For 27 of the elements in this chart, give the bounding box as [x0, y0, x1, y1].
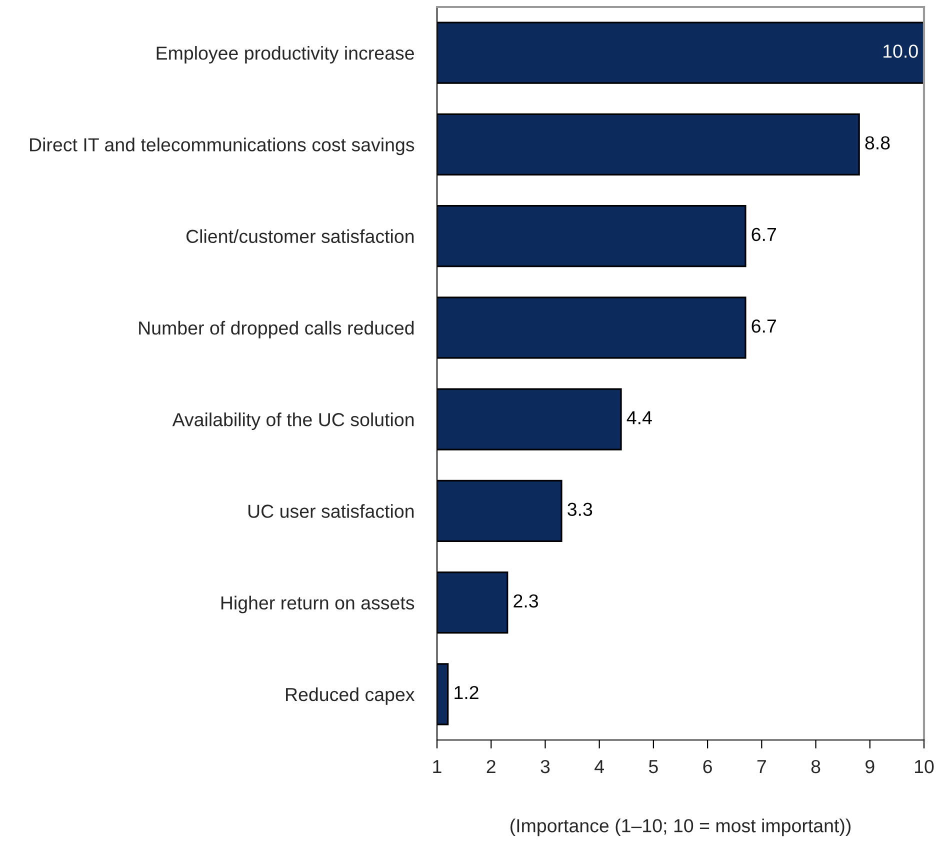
data-label: 4.4: [626, 411, 652, 424]
data-label: 2.3: [514, 594, 538, 608]
x-tick-label: 8: [811, 760, 820, 774]
data-label: 3.3: [568, 502, 592, 516]
y-tick-label: Number of dropped calls reduced: [139, 320, 414, 338]
y-tick-label: Employee productivity increase: [156, 46, 414, 64]
y-tick-label: Reduced capex: [286, 687, 415, 705]
data-label: 6.7: [752, 319, 776, 333]
x-tick-label: 6: [703, 760, 712, 774]
y-tick-label: UC user satisfaction: [248, 504, 414, 518]
x-tick-label: 10: [915, 760, 934, 774]
x-tick-label: 5: [648, 760, 658, 774]
x-tick-label: 7: [757, 760, 766, 774]
y-tick-label: Direct IT and telecommunications cost savings: [30, 138, 414, 156]
x-tick-label: 4: [594, 760, 604, 774]
x-tick-label: 9: [866, 760, 874, 774]
data-label: 8.8: [865, 136, 890, 150]
y-tick-label: Availability of the UC solution: [172, 412, 414, 430]
x-tick-label: 2: [486, 760, 496, 774]
y-tick-label: Client/customer satisfaction: [186, 229, 414, 244]
data-label: 6.7: [752, 228, 776, 242]
x-tick-label: 1: [433, 760, 442, 774]
data-label: 1.2: [454, 686, 478, 700]
x-axis-title: (Importance (1–10; 10 = most important)): [510, 818, 851, 836]
y-tick-label: Higher return on assets: [221, 596, 414, 614]
data-label: 10.0: [884, 44, 918, 58]
x-tick-label: 3: [540, 760, 550, 774]
